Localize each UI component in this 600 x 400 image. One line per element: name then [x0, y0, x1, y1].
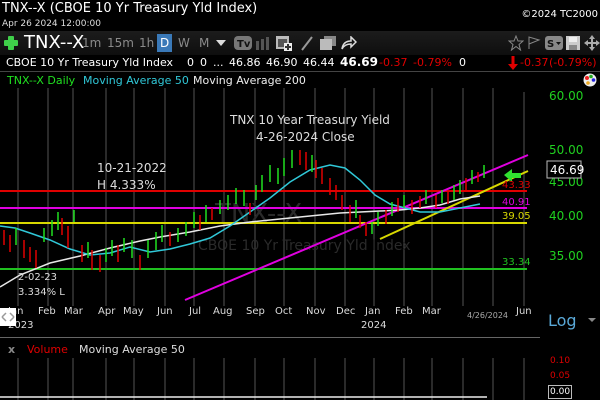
- chevron-down-icon[interactable]: [216, 40, 226, 46]
- log-menu-caret-icon[interactable]: [588, 318, 596, 322]
- ma200-line: [0, 195, 481, 288]
- month-sep: Sep: [246, 306, 265, 317]
- volume-ma-label[interactable]: Moving Average 50: [79, 343, 185, 356]
- svg-text:Tv: Tv: [237, 39, 251, 50]
- lower-trendline: [379, 170, 529, 240]
- month-jan-2024: Jan: [365, 306, 381, 317]
- price-tick-60: 60.00: [549, 89, 583, 103]
- current-price-arrow-icon: [504, 169, 521, 182]
- upper-trendline: [184, 154, 529, 301]
- pane-divider[interactable]: [0, 337, 540, 338]
- price-chart[interactable]: TNX--X CBOE 10 Yr Treasury Yld Index: [0, 88, 600, 338]
- month-jun-2024: Jun: [516, 306, 532, 317]
- level-label-33-34: 33.34: [502, 257, 531, 268]
- log-scale-button[interactable]: Log: [548, 311, 577, 330]
- quote-last: 46.69: [340, 55, 378, 69]
- month-mar-2024: Mar: [422, 306, 441, 317]
- month-apr: Apr: [98, 306, 116, 317]
- volume-label[interactable]: Volume: [27, 343, 68, 356]
- chart-title-line1: TNX 10 Year Treasury Yield: [229, 113, 390, 127]
- watermark-name: CBOE 10 Yr Treasury Yld Index: [198, 238, 411, 254]
- month-dec: Dec: [336, 306, 356, 317]
- quote-v1: 0: [187, 56, 194, 69]
- s-menu-icon[interactable]: S: [545, 36, 563, 50]
- low-value: 3.334% L: [18, 287, 65, 298]
- calendar-add-icon[interactable]: [276, 35, 292, 51]
- legend-ma200[interactable]: Moving Average 200: [193, 74, 306, 87]
- save-icon[interactable]: [566, 35, 580, 51]
- current-price-box: [546, 160, 582, 179]
- period-d[interactable]: D: [157, 34, 173, 52]
- window-title: TNX--X (CBOE 10 Yr Treasury Yld Index): [2, 1, 258, 16]
- current-price-label: 46.69: [550, 163, 584, 177]
- month-may: May: [123, 306, 144, 317]
- quote-low: 46.44: [303, 56, 335, 69]
- flag-icon[interactable]: [527, 36, 541, 50]
- close-volume-icon[interactable]: x: [8, 343, 16, 356]
- scroll-arrows-icon[interactable]: [0, 308, 16, 326]
- quote-open: 46.86: [229, 56, 261, 69]
- legend-ma50[interactable]: Moving Average 50: [83, 74, 189, 87]
- month-nov: Nov: [306, 306, 326, 317]
- right-change-pct: (-0.79%): [549, 56, 597, 69]
- folders-icon[interactable]: [320, 36, 336, 50]
- quote-change: -0.37: [379, 56, 408, 69]
- pencil-icon[interactable]: [300, 35, 314, 51]
- volume-pane-header: x Volume Moving Average 50: [0, 340, 600, 358]
- month-feb-2024: Feb: [395, 306, 413, 317]
- quote-row: CBOE 10 Yr Treasury Yld Index 0 0 ... 46…: [0, 55, 600, 72]
- volume-chart: [0, 358, 525, 400]
- high-date: 10-21-2022: [97, 161, 167, 175]
- svg-text:S: S: [547, 39, 554, 50]
- period-1m[interactable]: 1m: [82, 36, 102, 50]
- price-tick-50: 50.00: [549, 143, 583, 157]
- price-tick-40: 40.00: [549, 209, 583, 223]
- quote-v2: 0: [200, 56, 207, 69]
- period-1h[interactable]: 1h: [139, 36, 155, 50]
- year-2023: 2023: [8, 320, 34, 331]
- time-axis: Jan Feb Mar Apr May Jun Jul Aug Sep Oct …: [0, 306, 540, 336]
- price-tick-35: 35.00: [549, 249, 583, 263]
- level-label-39-05: 39.05: [502, 211, 531, 222]
- color-palette-icon[interactable]: [583, 73, 597, 87]
- add-symbol-icon[interactable]: [4, 36, 18, 50]
- indicator-legend: TNX--X Daily Moving Average 50 Moving Av…: [0, 72, 600, 88]
- month-jun: Jun: [157, 306, 173, 317]
- down-arrow-icon: [508, 56, 518, 70]
- star-icon[interactable]: [508, 35, 524, 51]
- volume-tick-0-10: 0.10: [550, 356, 571, 366]
- month-mar: Mar: [64, 306, 83, 317]
- level-label-43-33: 43.33: [502, 180, 531, 191]
- share-icon[interactable]: [341, 36, 357, 50]
- month-aug: Aug: [213, 306, 233, 317]
- right-change: -0.37: [520, 56, 549, 69]
- month-feb: Feb: [38, 306, 56, 317]
- copyright: ©2024 TC2000: [521, 9, 598, 20]
- tv-icon[interactable]: Tv: [234, 36, 274, 50]
- period-w[interactable]: W: [178, 36, 190, 50]
- datetime: Apr 26 2024 12:00:00: [2, 19, 101, 29]
- high-value: H 4.333%: [97, 178, 156, 192]
- year-2024: 2024: [361, 320, 387, 331]
- move-icon[interactable]: [584, 35, 600, 51]
- legend-main[interactable]: TNX--X Daily: [7, 74, 76, 87]
- quote-ellipsis: ...: [213, 56, 224, 69]
- month-oct: Oct: [275, 306, 293, 317]
- level-label-40-91: 40.91: [502, 197, 531, 208]
- symbol-input[interactable]: TNX--X: [24, 32, 85, 53]
- quote-change-pct: -0.79%: [413, 56, 452, 69]
- low-date: 2-02-23: [18, 272, 57, 283]
- month-jul: Jul: [189, 306, 202, 317]
- chart-title-line2: 4-26-2024 Close: [256, 130, 355, 144]
- period-15m[interactable]: 15m: [107, 36, 134, 50]
- quote-name: CBOE 10 Yr Treasury Yld Index: [6, 56, 174, 69]
- quote-high: 46.90: [266, 56, 298, 69]
- quote-volume: 0: [459, 56, 466, 69]
- cursor-date: 4/26/2024: [467, 311, 509, 320]
- period-m[interactable]: M: [199, 36, 210, 50]
- volume-tick-0-05: 0.05: [550, 371, 571, 381]
- toolbar: TNX--X 1m 15m 1h D W M Tv S: [0, 31, 600, 55]
- price-bars: [3, 150, 485, 272]
- volume-tick-0-00: 0.00: [548, 385, 573, 399]
